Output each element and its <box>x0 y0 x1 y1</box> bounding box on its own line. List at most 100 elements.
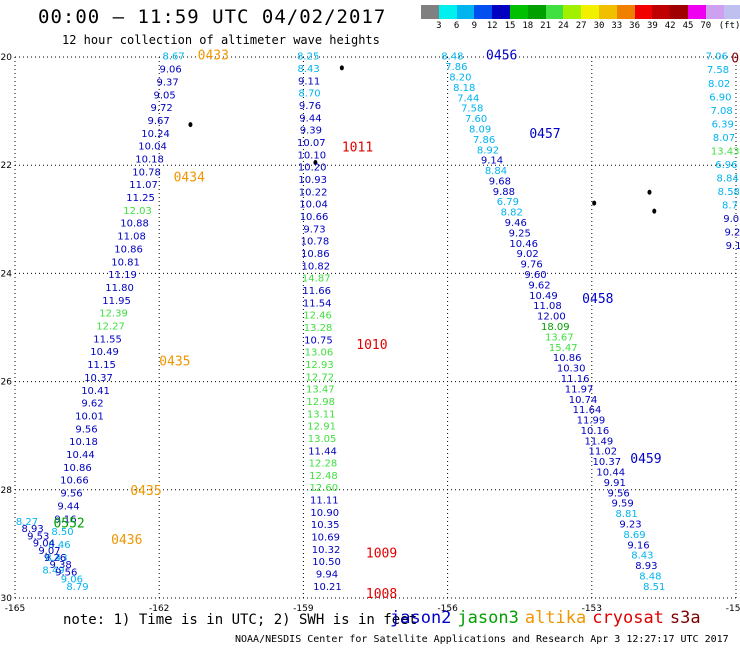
wave-height-value: 11.08 <box>117 232 146 243</box>
wave-height-value: 8.93 <box>21 524 43 535</box>
wave-height-value: 8.50 <box>51 527 73 538</box>
wave-height-value: 12.98 <box>306 397 335 408</box>
time-label: 0435 <box>159 354 190 369</box>
wave-height-value: 9.38 <box>50 560 72 571</box>
y-tick-label: -22 <box>0 161 12 171</box>
wave-height-value: 8.7 <box>722 200 738 211</box>
wave-height-value: 9.05 <box>153 90 175 101</box>
wave-height-value: 11.19 <box>108 270 137 281</box>
x-tick-label: -156 <box>437 604 458 614</box>
wave-height-value: 15.47 <box>549 343 578 354</box>
wave-height-value: 8.51 <box>643 582 665 593</box>
y-tick-label: -26 <box>0 378 12 388</box>
wave-height-value: 8.07 <box>713 133 735 144</box>
wave-height-value: 11.44 <box>308 446 337 457</box>
wave-height-value: 9.02 <box>516 249 538 260</box>
wave-height-value: 11.49 <box>585 436 614 447</box>
wave-height-value: 7.06 <box>706 52 728 63</box>
time-label: 08 <box>731 51 740 66</box>
wave-height-value: 11.55 <box>93 334 122 345</box>
wave-height-value: 13.05 <box>308 434 337 445</box>
colorbar-label: 36 <box>629 21 641 31</box>
x-tick-label: -159 <box>293 604 314 614</box>
colorbar-label: 33 <box>611 21 623 31</box>
island-marker <box>188 122 193 128</box>
colorbar-swatch <box>598 5 617 19</box>
wave-height-value: 10.07 <box>297 138 326 149</box>
wave-height-value: 10.04 <box>138 142 167 153</box>
wave-height-value: 10.37 <box>592 457 621 468</box>
wave-height-value: 11.15 <box>87 360 116 371</box>
wave-height-value: 9.94 <box>316 570 338 581</box>
wave-height-value: 8.82 <box>501 208 523 219</box>
wave-height-value: 9.0 <box>723 214 739 225</box>
time-label: 1011 <box>342 141 373 156</box>
wave-height-value: 9.04 <box>33 539 55 550</box>
y-tick-label: -20 <box>0 53 12 63</box>
credit-line: NOAA/NESDIS Center for Satellite Applica… <box>235 634 729 645</box>
wave-height-value: 12.91 <box>307 422 336 433</box>
wave-height-value: 8.92 <box>477 145 499 156</box>
colorbar-swatch <box>456 5 475 19</box>
island-marker <box>652 208 657 214</box>
wave-height-value: 12.28 <box>309 459 338 470</box>
wave-height-value: 9.07 <box>38 546 60 557</box>
colorbar-label: 30 <box>593 21 605 31</box>
colorbar-swatch <box>634 5 653 19</box>
wave-height-value: 8.67 <box>162 52 184 63</box>
wave-height-value: 10.78 <box>301 237 330 248</box>
colorbar-swatch <box>421 5 439 19</box>
colorbar-label: 45 <box>682 21 694 31</box>
wave-height-value: 9.46 <box>505 218 527 229</box>
wave-height-value: 11.64 <box>573 405 602 416</box>
wave-height-value: 9.23 <box>619 520 641 531</box>
wave-height-value: 9.44 <box>57 501 79 512</box>
x-tick-label: -150 <box>726 604 740 614</box>
wave-height-value: 9.88 <box>493 187 515 198</box>
wave-height-value: 11.02 <box>589 447 618 458</box>
footnote: note: 1) Time is in UTC; 2) SWH is in fe… <box>63 612 418 628</box>
wave-height-value: 11.66 <box>302 286 331 297</box>
colorbar-label: (ft) <box>718 21 740 31</box>
wave-height-value: 13.11 <box>307 409 336 420</box>
wave-height-value: 8.43 <box>45 553 67 564</box>
wave-height-value: 6.39 <box>712 119 734 130</box>
island-marker <box>339 65 344 71</box>
colorbar-swatch <box>563 5 582 19</box>
colorbar-swatch <box>705 5 724 19</box>
time-label: 0433 <box>198 49 229 64</box>
legend-s3a: s3a <box>669 608 701 628</box>
wave-height-value: 10.04 <box>299 200 328 211</box>
wave-height-value: 9.56 <box>60 489 82 500</box>
wave-height-value: 9.16 <box>54 514 76 525</box>
chart-title: 00:00 — 11:59 UTC 04/02/2017 <box>38 6 387 28</box>
wave-height-value: 11.16 <box>561 374 590 385</box>
wave-height-value: 7.58 <box>461 104 483 115</box>
y-tick-label: -24 <box>0 269 12 279</box>
wave-height-value: 10.75 <box>304 335 333 346</box>
colorbar-label: 70 <box>700 21 712 31</box>
wave-height-value: 10.78 <box>132 167 161 178</box>
wave-height-value: 9.60 <box>524 270 546 281</box>
colorbar-label: 24 <box>557 21 569 31</box>
wave-height-value: 10.44 <box>596 468 625 479</box>
wave-height-value: 8.49 <box>42 566 64 577</box>
wave-height-value: 10.16 <box>581 426 610 437</box>
wave-height-value: 8.02 <box>708 79 730 90</box>
colorbar-swatch <box>581 5 599 19</box>
wave-height-value: 18.09 <box>541 322 570 333</box>
wave-height-value: 9.62 <box>81 399 103 410</box>
wave-height-value: 7.86 <box>445 62 467 73</box>
wave-height-value: 10.81 <box>111 257 140 268</box>
wave-height-value: 8.27 <box>16 517 38 528</box>
colorbar-label: 39 <box>646 21 658 31</box>
wave-height-value: 8.43 <box>298 64 320 75</box>
wave-height-value: 10.66 <box>300 212 329 223</box>
colorbar-swatch <box>670 5 688 19</box>
wave-height-value: 11.97 <box>565 384 594 395</box>
wave-height-value: 10.21 <box>313 582 342 593</box>
colorbar <box>421 5 740 19</box>
wave-height-value: 9.62 <box>528 280 550 291</box>
wave-height-value: 9.76 <box>520 260 542 271</box>
wave-height-value: 10.01 <box>75 411 104 422</box>
